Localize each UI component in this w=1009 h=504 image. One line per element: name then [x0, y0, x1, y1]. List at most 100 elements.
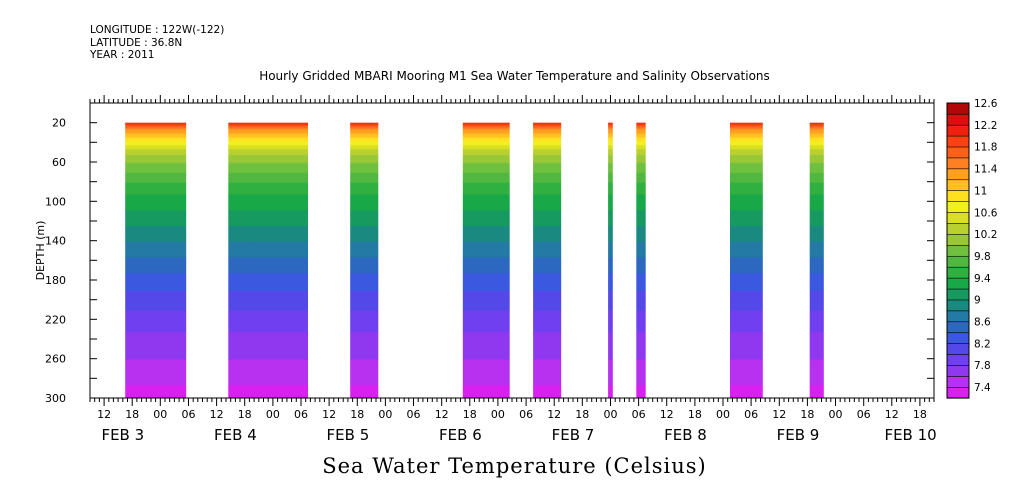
colorbar-swatch — [946, 179, 970, 192]
colorbar-swatch — [946, 332, 970, 344]
latitude-label: LATITUDE : 36.8N — [90, 36, 183, 49]
colorbar-swatch — [946, 255, 970, 268]
colorbar-swatch — [946, 211, 970, 224]
x-hour-tick-label: 00 — [378, 408, 392, 421]
x-hour-tick-label: 06 — [632, 408, 646, 421]
x-day-label: FEB 10 — [884, 426, 936, 444]
chart-title: Hourly Gridded MBARI Mooring M1 Sea Wate… — [259, 69, 770, 83]
data-segment-2 — [228, 122, 308, 398]
colorbar-swatch — [946, 146, 970, 159]
year-label: YEAR : 2011 — [90, 49, 155, 61]
x-hour-tick-label: 18 — [238, 408, 252, 421]
x-day-label: FEB 8 — [664, 426, 707, 444]
colorbar-label: 12.2 — [974, 120, 997, 132]
colorbar-label: 9.4 — [974, 273, 991, 285]
colorbar-swatch — [946, 277, 970, 290]
data-segment-1 — [125, 122, 187, 398]
colorbar-swatch — [946, 375, 970, 388]
colorbar-label: 11.4 — [974, 164, 998, 176]
colorbar-swatch — [946, 310, 970, 323]
colorbar-swatch — [946, 168, 970, 181]
x-hour-tick-label: 18 — [800, 408, 814, 421]
x-hour-tick-label: 18 — [575, 408, 589, 421]
x-hour-tick-label: 12 — [772, 408, 786, 421]
data-segment-7 — [636, 122, 646, 398]
x-day-label: FEB 9 — [777, 426, 820, 444]
x-hour-tick-label: 00 — [266, 408, 280, 421]
x-day-label: FEB 5 — [327, 426, 370, 444]
colorbar-swatch — [946, 124, 970, 137]
colorbar-swatch — [946, 343, 970, 355]
colorbar-label: 10.6 — [974, 207, 998, 219]
x-day-label: FEB 4 — [214, 426, 257, 444]
y-tick-label: 60 — [52, 156, 66, 169]
x-hour-tick-label: 06 — [519, 408, 533, 421]
x-hour-tick-label: 00 — [491, 408, 505, 421]
longitude-label: LONGITUDE : 122W(-122) — [90, 24, 225, 36]
x-hour-tick-label: 00 — [604, 408, 618, 421]
colorbar-swatch — [946, 321, 970, 334]
x-hour-tick-label: 18 — [913, 408, 927, 421]
y-tick-label: 100 — [45, 195, 66, 208]
x-hour-tick-label: 00 — [716, 408, 730, 421]
colorbar-swatch — [946, 299, 970, 312]
colorbar-swatch — [946, 288, 970, 301]
colorbar-frame — [946, 102, 970, 399]
y-tick-label: 260 — [45, 353, 66, 366]
colorbar-label: 8.6 — [974, 317, 991, 329]
data-segment-4 — [462, 122, 510, 398]
data-segment-9 — [809, 122, 824, 398]
x-day-label: FEB 6 — [439, 426, 482, 444]
colorbar-swatch — [946, 190, 970, 202]
y-tick-label: 140 — [45, 235, 66, 248]
axes: 12 18 00 06 12 18 00 06 12 18 00 06 12 18 00 06 12 18 00 06… — [34, 95, 937, 444]
x-hour-tick-label: 18 — [125, 408, 139, 421]
location-metadata: LONGITUDE : 122W(-122) LATITUDE : 36.8N … — [90, 24, 224, 62]
colorbar: 7.4 7.8 8.2 8.6 9 9.4 9.8 10.2 10.6 11 11.4 11.8 12.… — [946, 98, 998, 399]
x-hour-tick-label: 00 — [153, 408, 167, 421]
x-day-label: FEB 3 — [101, 426, 144, 444]
colorbar-label: 11 — [974, 185, 987, 197]
colorbar-label: 8.2 — [974, 338, 991, 350]
colorbar-label: 12.6 — [974, 98, 998, 110]
x-hour-tick-label: 06 — [744, 408, 758, 421]
colorbar-swatch — [946, 222, 970, 235]
colorbar-swatch — [946, 244, 970, 257]
x-hour-tick-label: 06 — [182, 408, 196, 421]
colorbar-label: 11.8 — [974, 142, 997, 154]
data-segment-3 — [350, 122, 379, 398]
x-hour-tick-label: 18 — [688, 408, 702, 421]
plot-frame — [89, 102, 935, 399]
colorbar-swatch — [946, 266, 970, 279]
colorbar-swatch — [946, 386, 970, 399]
colorbar-label: 9 — [974, 295, 981, 307]
x-hour-tick-label: 12 — [660, 408, 674, 421]
colorbar-swatch — [946, 201, 970, 213]
x-hour-tick-label: 18 — [350, 408, 364, 421]
colorbar-swatch — [946, 364, 970, 377]
x-hour-tick-label: 12 — [885, 408, 899, 421]
colorbar-label: 9.8 — [974, 251, 991, 263]
colorbar-swatch — [946, 135, 970, 148]
x-hour-tick-label: 06 — [407, 408, 421, 421]
y-tick-label: 220 — [45, 313, 66, 326]
y-tick-label: 20 — [52, 117, 66, 130]
colorbar-swatch — [946, 157, 970, 170]
y-axis-label: DEPTH (m) — [34, 221, 47, 281]
x-hour-tick-label: 00 — [829, 408, 843, 421]
x-hour-tick-label: 12 — [210, 408, 224, 421]
x-hour-tick-label: 12 — [435, 408, 449, 421]
data-segment-8 — [730, 122, 763, 398]
colorbar-label: 7.4 — [974, 382, 991, 394]
x-hour-tick-label: 12 — [97, 408, 111, 421]
variable-title: Sea Water Temperature (Celsius) — [322, 454, 707, 478]
colorbar-swatch — [946, 102, 970, 115]
plot-area — [125, 122, 824, 398]
x-hour-tick-label: 12 — [322, 408, 336, 421]
data-segment-5 — [533, 122, 562, 398]
x-hour-tick-label: 06 — [294, 408, 308, 421]
x-hour-tick-label: 18 — [463, 408, 477, 421]
x-hour-tick-label: 06 — [857, 408, 871, 421]
colorbar-swatch — [946, 233, 970, 246]
